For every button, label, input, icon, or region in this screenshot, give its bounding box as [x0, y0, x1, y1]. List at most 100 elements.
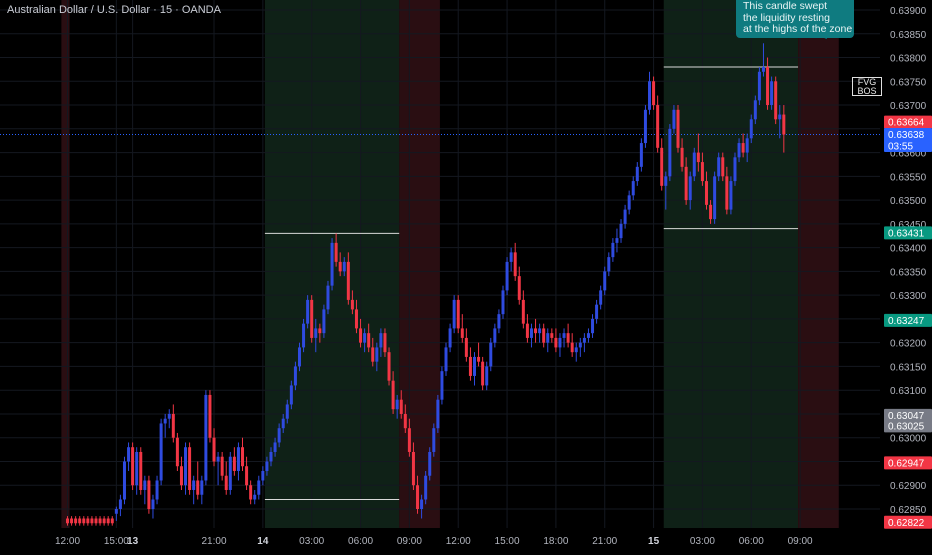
- candle-body: [383, 333, 387, 353]
- price-axis[interactable]: 0.63900 0.63850 0.63800 0.63750 0.63700 0.636…: [890, 6, 927, 516]
- candle-body: [481, 361, 485, 386]
- candle-body: [741, 143, 745, 153]
- candle-body: [700, 162, 704, 182]
- candle-body: [684, 166, 688, 201]
- candle-bull: [615, 228, 619, 253]
- candle-body: [171, 413, 175, 438]
- x-tick-label: 15: [648, 536, 660, 547]
- candle-bull: [648, 71, 652, 115]
- price-label: 0.63431: [884, 226, 932, 240]
- price-label-bg: [884, 115, 932, 129]
- x-tick-label: 09:00: [788, 536, 813, 547]
- candle-bull: [619, 219, 623, 243]
- candle-body: [184, 447, 188, 486]
- candle-body: [460, 328, 464, 338]
- candle-body: [314, 328, 318, 338]
- candle-body: [167, 413, 171, 419]
- price-label-bg: [884, 419, 932, 433]
- y-tick-label: 0.63750: [890, 77, 927, 88]
- candle-body: [82, 518, 86, 524]
- symbol-title[interactable]: Australian Dollar / U.S. Dollar · 15 · O…: [7, 4, 221, 16]
- candle-body: [615, 238, 619, 243]
- candle-bull: [192, 475, 196, 505]
- candle-body: [586, 333, 590, 338]
- price-label-text: 0.63431: [888, 228, 925, 239]
- candle-bear: [188, 442, 192, 495]
- candle-body: [778, 114, 782, 120]
- candle-bull: [379, 328, 383, 357]
- annotation-callout[interactable]: This candle swept the liquidity resting …: [736, 0, 854, 38]
- candle-bear: [656, 95, 660, 153]
- candle-body: [188, 447, 192, 490]
- candle-body: [639, 143, 643, 167]
- candle-bull: [314, 318, 318, 353]
- candle-bull: [668, 124, 672, 182]
- candle-bear: [171, 404, 175, 443]
- candle-body: [448, 328, 452, 348]
- y-tick-label: 0.63700: [890, 101, 927, 112]
- candle-body: [424, 475, 428, 500]
- candle-bull: [293, 361, 297, 391]
- candle-bull: [436, 394, 440, 433]
- candle-bull: [505, 257, 509, 296]
- candle-body: [704, 181, 708, 205]
- candle-bull: [277, 423, 281, 448]
- price-label-text: 0.63047: [888, 411, 925, 422]
- candle-body: [574, 347, 578, 353]
- candle-body: [603, 271, 607, 291]
- candle-body: [110, 518, 114, 524]
- candle-body: [318, 328, 322, 334]
- fvg-bos-annotation[interactable]: FVG BOS: [852, 77, 882, 96]
- candle-body: [432, 428, 436, 452]
- candle-body: [688, 176, 692, 201]
- candle-body: [497, 314, 501, 329]
- candle-bull: [159, 418, 163, 486]
- candle-body: [135, 451, 139, 486]
- x-tick-label: 06:00: [348, 536, 373, 547]
- candles[interactable]: [66, 43, 786, 526]
- candle-body: [228, 456, 232, 490]
- candle-body: [249, 485, 253, 500]
- candle-body: [387, 352, 391, 381]
- candle-body: [534, 328, 538, 334]
- x-tick-label: 13: [127, 536, 139, 547]
- price-label-bg: [884, 226, 932, 240]
- candle-bull: [664, 171, 668, 210]
- candle-bull: [261, 466, 265, 486]
- candle-bear: [481, 356, 485, 391]
- candle-bear: [139, 447, 143, 495]
- candle-body: [261, 470, 265, 481]
- candle-body: [334, 242, 338, 262]
- candle-body: [611, 242, 615, 258]
- candle-bear: [220, 451, 224, 481]
- candle-bull: [631, 176, 635, 201]
- candle-bear: [78, 516, 82, 526]
- candle-body: [399, 399, 403, 414]
- candle-bear: [517, 266, 521, 305]
- candle-bear: [318, 323, 322, 343]
- candle-bear: [82, 516, 86, 526]
- candle-bear: [131, 442, 135, 490]
- candle-bear: [66, 516, 69, 526]
- candle-bear: [241, 437, 245, 471]
- candle-body: [204, 394, 208, 481]
- candle-bull: [375, 342, 379, 372]
- price-label-text: 0.62822: [888, 518, 925, 529]
- candle-body: [595, 304, 599, 319]
- candle-bull: [717, 152, 721, 182]
- candle-body: [70, 518, 74, 524]
- y-tick-label: 0.62850: [890, 505, 927, 516]
- y-tick-label: 0.63350: [890, 267, 927, 278]
- candle-body: [444, 347, 448, 372]
- candle-bull: [770, 76, 774, 110]
- candle-body: [607, 257, 611, 272]
- candle-body: [717, 157, 721, 177]
- candle-body: [562, 333, 566, 338]
- candle-bull: [574, 342, 578, 362]
- candle-bull: [452, 295, 456, 334]
- x-tick-label: 15:00: [104, 536, 129, 547]
- candle-body: [631, 181, 635, 196]
